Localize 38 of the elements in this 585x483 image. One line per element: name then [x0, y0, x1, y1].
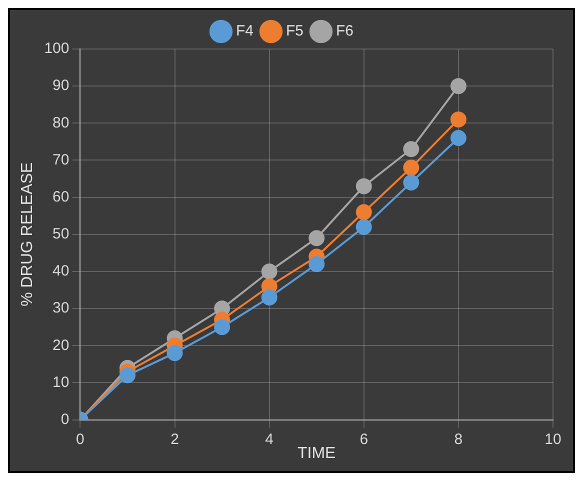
point — [261, 263, 278, 280]
point — [403, 160, 420, 176]
point — [120, 367, 136, 384]
x-tick-label: 6 — [360, 430, 368, 448]
point — [308, 256, 325, 272]
x-axis-title: TIME — [298, 444, 336, 462]
x-tick-label: 4 — [265, 430, 274, 448]
point — [261, 289, 278, 306]
y-tick-label: 40 — [52, 262, 70, 280]
legend-label: F4 — [236, 22, 254, 40]
y-tick-label: 100 — [44, 40, 70, 58]
point — [356, 204, 372, 220]
point — [308, 230, 325, 246]
x-tick-label: 8 — [454, 430, 463, 448]
point — [450, 111, 466, 128]
point — [356, 218, 372, 235]
point — [403, 141, 420, 158]
y-axis-title: % DRUG RELEASE — [19, 162, 36, 306]
y-tick-label: 70 — [52, 151, 70, 168]
y-tick-label: 50 — [52, 226, 70, 243]
y-tick-label: 90 — [52, 77, 70, 94]
point — [214, 319, 230, 336]
y-tick-label: 10 — [52, 374, 70, 391]
point — [166, 345, 183, 362]
y-tick-label: 0 — [60, 410, 70, 428]
point — [356, 178, 372, 194]
y-tick-label: 30 — [52, 300, 70, 317]
legend-label: F5 — [286, 22, 304, 40]
y-tick-label: 80 — [52, 114, 70, 132]
point — [403, 174, 420, 190]
x-tick-label: 2 — [170, 430, 179, 448]
point — [450, 78, 466, 94]
legend-label: F6 — [336, 22, 354, 40]
x-tick-label: 10 — [544, 430, 562, 448]
point — [450, 130, 466, 146]
y-tick-label: 20 — [52, 336, 70, 354]
x-tick-label: 0 — [76, 430, 84, 448]
y-tick-label: 60 — [52, 188, 70, 206]
